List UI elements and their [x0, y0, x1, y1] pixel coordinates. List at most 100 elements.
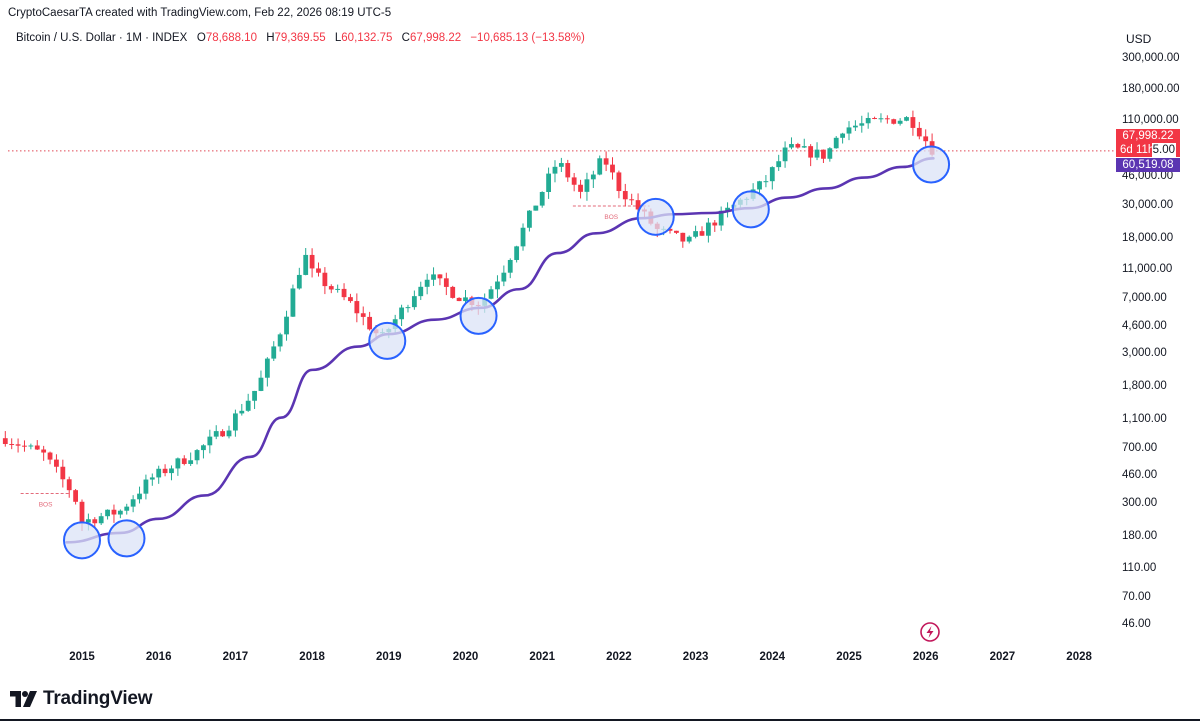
x-tick-label: 2020	[453, 651, 479, 663]
currency-label[interactable]: USD	[1126, 32, 1152, 46]
candle	[463, 290, 468, 303]
candle	[891, 118, 897, 125]
y-tick-label: 11,000.00	[1122, 263, 1172, 275]
candle	[782, 141, 788, 168]
candle	[622, 183, 628, 207]
touch-circle	[912, 145, 951, 184]
candle	[520, 223, 526, 251]
y-tick-label: 7,000.00	[1122, 292, 1167, 304]
close-value: 67,998.22	[409, 32, 462, 44]
candle	[776, 154, 782, 171]
candle	[725, 202, 730, 218]
candle	[252, 390, 257, 410]
candle	[181, 455, 187, 466]
candle	[443, 272, 449, 296]
candle	[22, 440, 27, 452]
candle	[801, 138, 807, 149]
candle	[884, 115, 890, 124]
lightning-icon[interactable]	[920, 622, 940, 642]
candle	[309, 248, 315, 278]
candle	[603, 151, 609, 172]
x-tick-label: 2023	[683, 651, 709, 663]
tradingview-logo-icon	[10, 691, 37, 707]
candle	[367, 311, 373, 331]
candle	[539, 191, 545, 208]
candle	[245, 393, 251, 412]
candle	[137, 486, 142, 504]
candle	[590, 170, 596, 188]
candle	[201, 444, 206, 459]
last-price-tag: 67,998.22	[1116, 129, 1180, 143]
bos-label: BOS	[39, 502, 53, 509]
candle	[699, 226, 705, 236]
y-tick-label: 180.00	[1122, 530, 1157, 542]
candle	[897, 118, 903, 126]
moving-average-line	[65, 157, 935, 544]
candle	[258, 370, 264, 392]
candle	[117, 509, 123, 519]
candle	[226, 425, 232, 439]
touch-circle	[459, 296, 498, 335]
candle	[28, 443, 34, 450]
candle	[488, 286, 494, 300]
candle	[546, 167, 551, 199]
touch-circles	[63, 145, 951, 560]
x-tick-label: 2022	[606, 651, 632, 663]
candle	[399, 304, 404, 327]
candle	[111, 504, 117, 523]
moving-average-tag: 60,519.08	[1116, 158, 1180, 172]
close-label: C	[401, 32, 410, 44]
candle	[686, 235, 692, 244]
candle	[533, 205, 539, 211]
candle	[296, 267, 302, 290]
x-tick-label: 2025	[836, 651, 862, 663]
price-chart[interactable]: BOS BOS 300,000.00 180,000.00 110,000.00 46,…	[0, 0, 1200, 679]
tradingview-logo[interactable]: TradingView	[10, 684, 153, 714]
candle	[840, 132, 846, 144]
bos-label: BOS	[604, 214, 618, 221]
candle	[322, 267, 328, 295]
touch-circle	[368, 321, 407, 360]
candle	[60, 459, 66, 488]
x-tick-label: 2019	[376, 651, 402, 663]
candle	[66, 476, 72, 498]
candle	[98, 512, 104, 525]
candle	[271, 341, 277, 362]
candle	[156, 465, 162, 484]
candle	[910, 110, 916, 136]
candle	[418, 281, 424, 301]
y-tick-label: 300.00	[1122, 497, 1157, 509]
time-axis[interactable]: 2015 2016 2017 2018 2019 2020 2021 2022 2023 2024…	[69, 651, 1092, 663]
candle	[264, 357, 270, 387]
tradingview-brand: TradingView	[43, 688, 153, 709]
obscured-axis-tick: 5.00	[1151, 143, 1176, 157]
x-tick-label: 2027	[990, 651, 1016, 663]
candle	[233, 409, 238, 437]
open-value: 78,688.10	[205, 32, 257, 44]
y-tick-label: 3,000.00	[1122, 347, 1167, 359]
candle	[411, 290, 417, 310]
candle	[552, 160, 558, 183]
y-tick-label: 70.00	[1122, 591, 1151, 603]
candle	[495, 275, 500, 299]
y-tick-label: 180,000.00	[1122, 83, 1180, 95]
candle	[872, 116, 877, 120]
countdown-tag: 6d 11h 5.00	[1116, 143, 1180, 157]
price-axis[interactable]: 300,000.00 180,000.00 110,000.00 46,000.00 3…	[1122, 52, 1180, 630]
candle	[904, 116, 909, 122]
footer: TradingView	[0, 679, 1200, 721]
candle	[795, 142, 801, 149]
candle	[130, 495, 136, 513]
candle	[220, 429, 226, 437]
touch-circle	[107, 519, 146, 558]
candle	[718, 206, 724, 231]
symbol-title[interactable]: Bitcoin / U.S. Dollar · 1M · INDEX	[16, 32, 188, 44]
candle	[175, 457, 181, 476]
candle	[2, 431, 8, 447]
candle	[827, 147, 833, 162]
candle	[852, 120, 858, 131]
candle	[169, 465, 174, 481]
countdown-text: 6d 11h	[1120, 144, 1155, 156]
candle	[833, 136, 839, 149]
candle	[916, 121, 922, 140]
